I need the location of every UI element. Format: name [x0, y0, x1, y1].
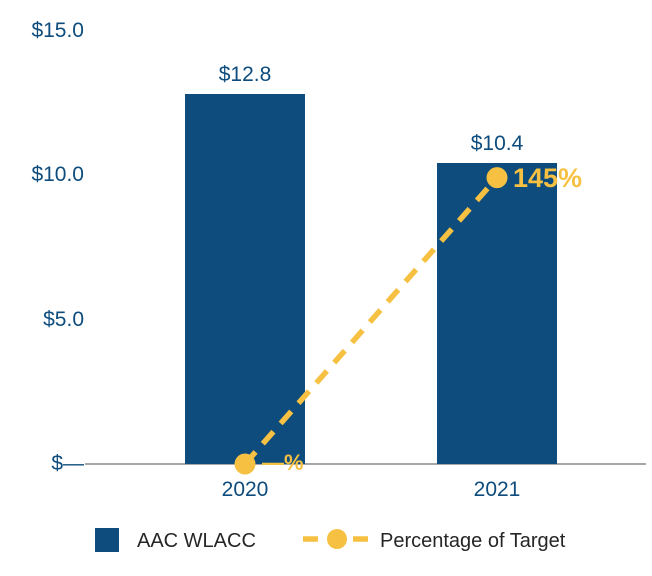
- bar-value-label: $10.4: [470, 132, 524, 156]
- legend-label-percentage-of-target: Percentage of Target: [380, 530, 566, 552]
- legend-swatch-percentage-of-target: [303, 529, 372, 549]
- bar-2021: [437, 163, 557, 464]
- legend: AAC WLACC Percentage of Target: [0, 522, 652, 562]
- percentage-label-2020: —%: [262, 450, 304, 475]
- y-axis-tick-label: $—: [51, 452, 84, 475]
- x-axis-label-2020: 2020: [221, 478, 269, 501]
- x-axis-line: [85, 463, 646, 465]
- x-axis-label-2021: 2021: [473, 478, 521, 501]
- bar-value-label: $12.8: [218, 63, 272, 87]
- y-axis-tick-label: $10.0: [31, 163, 84, 186]
- y-axis-tick-label: $15.0: [31, 18, 84, 42]
- legend-swatch-aac-wlacc: [95, 528, 119, 552]
- y-axis-tick-label: $5.0: [43, 307, 84, 331]
- percentage-label-2021: 145%: [513, 162, 583, 193]
- bar-2020: [185, 94, 305, 464]
- legend-label-aac-wlacc: AAC WLACC: [137, 530, 256, 552]
